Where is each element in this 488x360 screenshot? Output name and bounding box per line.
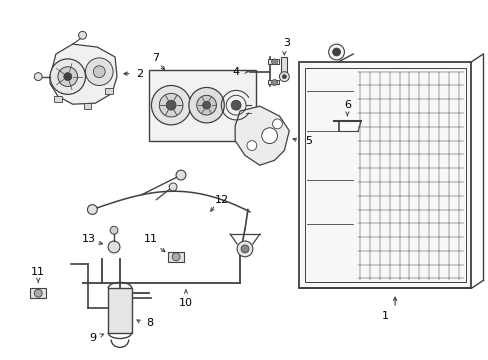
Circle shape: [108, 241, 120, 253]
Circle shape: [110, 226, 118, 234]
Bar: [105, 89, 113, 94]
Text: 2: 2: [136, 69, 143, 79]
Circle shape: [271, 80, 277, 85]
Text: 5: 5: [305, 136, 312, 145]
Circle shape: [272, 119, 282, 129]
Circle shape: [151, 85, 190, 125]
Bar: [54, 96, 62, 102]
Circle shape: [246, 141, 256, 150]
Circle shape: [237, 241, 252, 257]
Circle shape: [188, 87, 224, 123]
Circle shape: [176, 170, 185, 180]
Text: 7: 7: [151, 53, 159, 63]
Polygon shape: [235, 106, 289, 165]
Text: 11: 11: [31, 266, 45, 276]
Circle shape: [58, 67, 78, 86]
Circle shape: [241, 245, 248, 253]
Circle shape: [50, 59, 85, 94]
Circle shape: [87, 204, 97, 215]
Circle shape: [279, 72, 289, 82]
Circle shape: [231, 100, 241, 110]
Bar: [267, 80, 279, 85]
Text: 1: 1: [381, 311, 388, 321]
Circle shape: [79, 31, 86, 39]
Bar: [83, 103, 91, 109]
Circle shape: [34, 289, 42, 297]
Circle shape: [328, 44, 344, 60]
Text: 4: 4: [232, 67, 239, 77]
Circle shape: [261, 128, 277, 144]
Circle shape: [271, 59, 277, 65]
Bar: [281, 57, 287, 75]
Bar: [108, 288, 131, 333]
Circle shape: [34, 73, 42, 81]
Text: 11: 11: [143, 234, 157, 244]
Bar: [30, 288, 46, 298]
Circle shape: [172, 253, 180, 261]
Circle shape: [166, 100, 176, 110]
Circle shape: [196, 95, 216, 115]
Bar: [149, 70, 255, 141]
Circle shape: [85, 58, 113, 85]
Circle shape: [159, 93, 183, 117]
Text: 9: 9: [89, 333, 96, 342]
Circle shape: [64, 73, 72, 81]
Text: 3: 3: [282, 38, 289, 48]
Circle shape: [202, 101, 210, 109]
Bar: [305, 68, 465, 282]
Circle shape: [332, 48, 340, 56]
Text: 12: 12: [215, 195, 229, 205]
Text: 13: 13: [81, 234, 95, 244]
Bar: [168, 252, 183, 262]
Circle shape: [282, 75, 286, 78]
Polygon shape: [50, 44, 117, 104]
Text: 8: 8: [145, 318, 153, 328]
Text: 6: 6: [343, 100, 350, 110]
Circle shape: [169, 183, 177, 191]
Bar: [267, 59, 279, 64]
Circle shape: [93, 66, 105, 78]
Text: 10: 10: [179, 298, 193, 308]
Bar: [299, 62, 470, 288]
